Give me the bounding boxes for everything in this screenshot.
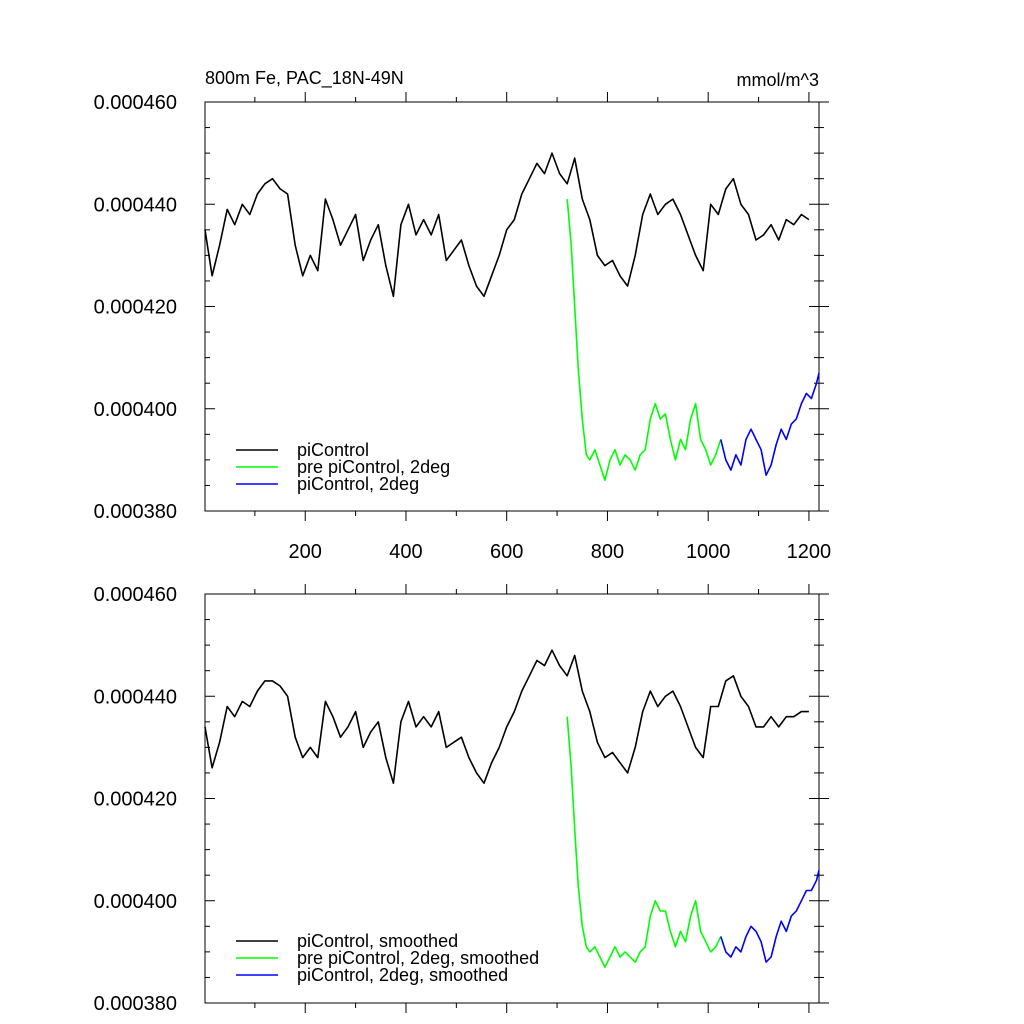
legend-label: piControl, smoothed — [297, 931, 458, 951]
legend-label: pre piControl, 2deg — [297, 457, 450, 477]
units-label: mmol/m^3 — [737, 70, 819, 90]
series-line-1 — [566, 199, 722, 482]
y-tick-label: 0.000420 — [94, 297, 177, 319]
x-tick-label: 400 — [389, 541, 422, 563]
series-line-2 — [720, 372, 820, 477]
y-tick-label: 0.000440 — [94, 686, 177, 708]
legend-label: piControl — [297, 440, 369, 460]
y-tick-label: 0.000420 — [94, 789, 177, 811]
x-tick-label: 1200 — [787, 541, 832, 563]
x-tick-label: 600 — [490, 541, 523, 563]
chart-title: 800m Fe, PAC_18N-49N — [205, 68, 404, 89]
top-plot: 200 400 600 800 1000 1200 0.000380 0.000400 0.00… — [94, 92, 832, 563]
x-tick-label: 800 — [591, 541, 624, 563]
bottom-plot: 0.000380 0.000400 0.000420 0.000440 0.000460… — [94, 584, 829, 1015]
series-line-0 — [204, 152, 810, 298]
y-tick-label: 0.000460 — [94, 92, 177, 114]
legend-label: piControl, 2deg — [297, 474, 419, 494]
y-tick-label: 0.000440 — [94, 194, 177, 216]
series-line-0 — [204, 649, 809, 785]
x-tick-label: 1000 — [686, 541, 731, 563]
series-line-1 — [566, 716, 722, 969]
series-line-2 — [720, 869, 820, 963]
y-tick-label: 0.000400 — [94, 399, 177, 421]
legend-label: pre piControl, 2deg, smoothed — [297, 948, 539, 968]
y-tick-label: 0.000380 — [94, 501, 177, 523]
y-tick-label: 0.000400 — [94, 891, 177, 913]
legend-label: piControl, 2deg, smoothed — [297, 965, 508, 985]
y-tick-label: 0.000460 — [94, 584, 177, 606]
x-tick-label: 200 — [289, 541, 322, 563]
y-tick-label: 0.000380 — [94, 993, 177, 1015]
